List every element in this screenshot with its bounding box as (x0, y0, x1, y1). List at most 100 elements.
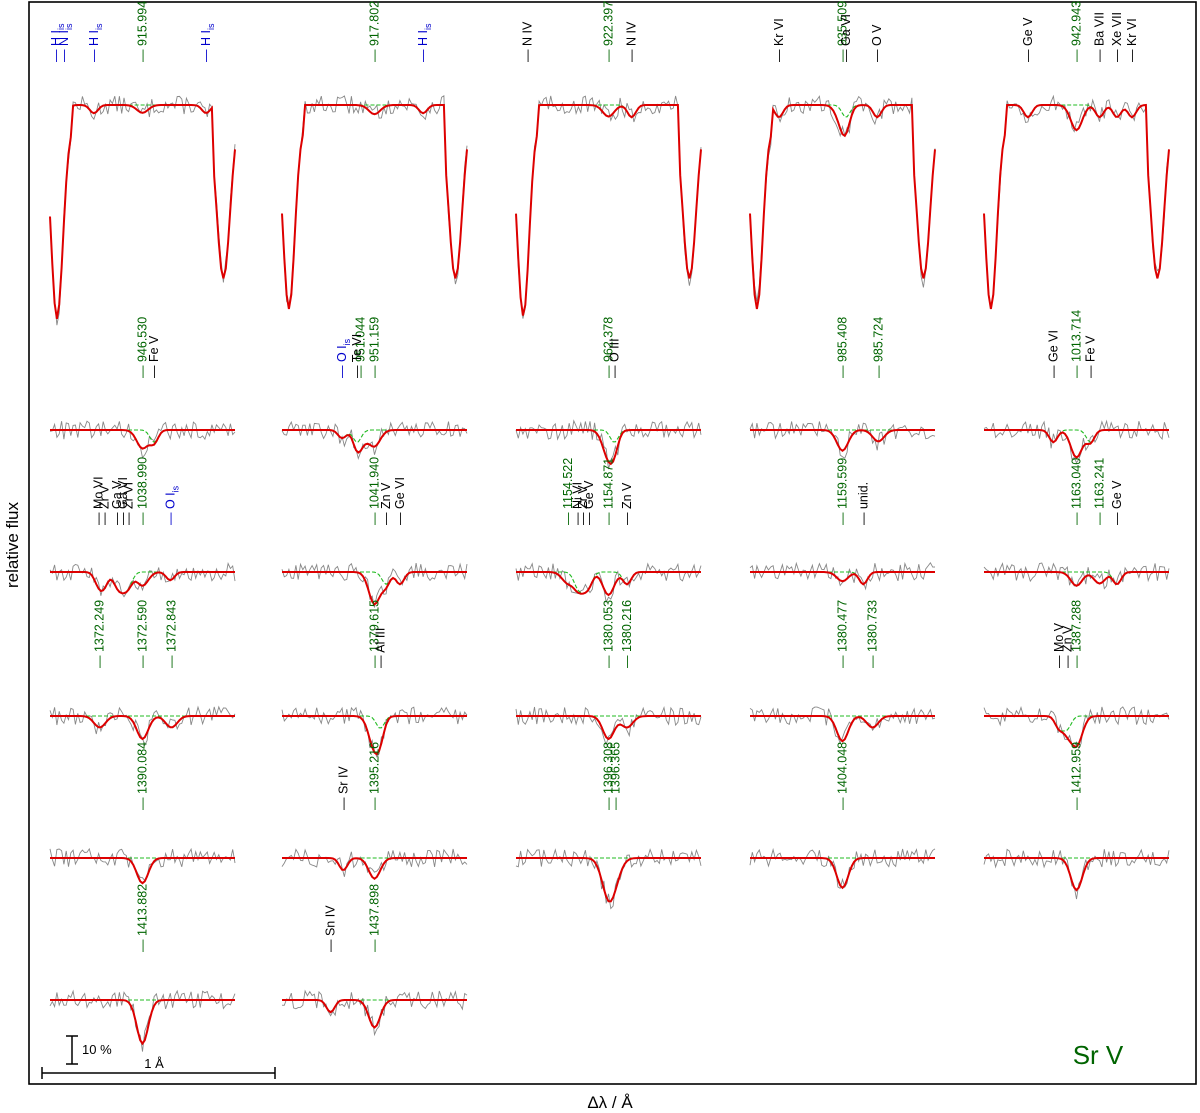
line-id-label: — Ga VI (839, 14, 853, 62)
line-id-label: — Ge V (582, 480, 596, 525)
spectrum-panel: — 1159.599 — unid. (749, 458, 936, 591)
model-spectrum (984, 429, 1169, 459)
scale-bars: 10 % 1 Å (41, 1035, 276, 1079)
spectrum-panel: — 1413.882 (49, 884, 236, 1052)
line-id-label: — Zr V (97, 485, 111, 525)
ion-line-label: — 1154.871 (602, 458, 616, 525)
spectrum-panel: — 1038.990 — Mo VI— Zr V— Ga V— Ga VI— Zr… (49, 457, 236, 598)
y-axis-label: relative flux (3, 502, 22, 588)
line-id-label: — Ge VI (1046, 330, 1060, 378)
observed-spectrum (281, 420, 468, 461)
ion-line-label: — 1379.615 (368, 600, 382, 668)
line-id-label: — O V (870, 24, 884, 62)
model-spectrum (983, 103, 1170, 310)
line-id-label: — Zn V (620, 482, 634, 525)
model-spectrum (281, 104, 468, 310)
model-spectrum (984, 857, 1169, 892)
spectrum-panel: — 935.509 — Kr VI — Ga VI — O V (749, 1, 936, 310)
line-id-label: — Sr IV (336, 766, 350, 810)
spectrum-panel: — 1380.053 — 1380.216 (515, 600, 702, 747)
line-id-label: — N Iis (57, 23, 74, 62)
ion-line-label: — 1380.053 (602, 600, 616, 668)
model-spectrum (282, 857, 467, 880)
model-spectrum (749, 104, 936, 310)
line-id-label: — Mo V (1052, 622, 1066, 668)
ion-line-label: — 1372.843 (164, 600, 178, 668)
line-id-label: — O Iis (163, 485, 180, 525)
spectrum-panel: — 951.044— 951.159 — O Iis— Te VI (281, 317, 468, 461)
ion-line-label: — 1154.522 (561, 458, 575, 525)
ion-line-label: — 935.509 (836, 1, 850, 62)
ion-line-label: — 1413.882 (136, 884, 150, 952)
observed-spectrum (749, 561, 936, 591)
line-id-label: — Te VI (350, 334, 364, 378)
line-id-label: — O III (607, 338, 621, 378)
line-id-label: — Kr VI (1125, 18, 1139, 62)
ion-line-label: — 1372.590 (136, 600, 150, 668)
ion-line-label: — 1159.599 (836, 458, 850, 525)
ion-line-label: — 962.378 (602, 317, 616, 378)
spectrum-panel: — 1412.959 (983, 742, 1170, 900)
ion-line-label: — 922.397 (602, 1, 616, 62)
line-id-label: — Ni VI (570, 482, 584, 525)
ion-line-label: — 1395.216 (368, 742, 382, 810)
ion-line-label: — 985.724 (871, 317, 885, 378)
spectrum-panel: — 1390.084 (49, 742, 236, 885)
observed-spectrum (749, 847, 936, 889)
spectrum-panel: — 1372.249 — 1372.590 — 1372.843 (49, 600, 236, 747)
model-spectrum (515, 104, 702, 316)
model-spectrum (282, 715, 467, 756)
ion-name-label: Sr V (1073, 1040, 1124, 1070)
model-spectrum (984, 571, 1169, 587)
model-without-ion (516, 571, 701, 594)
model-spectrum (50, 429, 235, 450)
ion-line-label: — 946.530 (136, 317, 150, 378)
ion-line-label: — 915.994 (136, 1, 150, 62)
line-id-label: — Zn V (1060, 625, 1074, 668)
spectrum-panel: — 1395.216 — Sr IV (281, 742, 468, 880)
spectrum-panel: — 1387.288 — Mo V— Zn V (983, 600, 1170, 750)
line-id-label: — Al III (373, 628, 387, 668)
ion-line-label: — 1372.249 (93, 600, 107, 668)
model-spectrum (49, 104, 236, 319)
line-id-label: — Ba VII (1093, 12, 1107, 62)
ion-line-label: — 1038.990 (136, 457, 150, 525)
model-without-ion (282, 999, 467, 1013)
observed-spectrum (49, 847, 236, 882)
observed-spectrum (49, 562, 236, 598)
ion-line-label: — 1387.288 (1070, 600, 1084, 668)
ion-line-label: — 1390.084 (136, 742, 150, 810)
spectrum-panel: — 985.408 — 985.724 (749, 317, 936, 459)
observed-spectrum (749, 706, 936, 745)
model-spectrum (750, 571, 935, 586)
ion-line-label: — 951.044 (354, 317, 368, 378)
line-id-label: — Fe V (147, 335, 161, 378)
line-id-label: — Ge VI (393, 477, 407, 525)
line-id-label: — H Iis (87, 23, 104, 62)
line-id-label: — Sn IV (324, 905, 338, 952)
ion-line-label: — 942.943 (1070, 1, 1084, 62)
model-spectrum (750, 857, 935, 890)
flux-scale-label: 10 % (82, 1042, 112, 1057)
observed-spectrum (281, 848, 468, 877)
observed-spectrum (49, 420, 236, 459)
model-spectrum (50, 715, 235, 741)
spectrum-panel: — 1013.714 — Ge VI — Fe V (983, 310, 1170, 464)
line-id-label: — Zr V (576, 485, 590, 525)
model-spectrum (516, 857, 701, 903)
spectrum-panel: — 915.994— H Iis— N Iis— H Iis— H Iis (49, 1, 236, 326)
spectrum-panel: — 1404.048 (749, 742, 936, 890)
model-without-ion (515, 104, 702, 316)
model-spectrum (516, 715, 701, 741)
line-id-label: — N IV (521, 21, 535, 62)
ion-line-label: — 1396.365 (608, 742, 622, 810)
spectrum-panel: — 1379.615— Al III (281, 600, 468, 758)
model-without-ion (749, 104, 936, 310)
observed-spectrum (983, 419, 1170, 464)
ion-line-label: — 985.408 (836, 317, 850, 378)
observed-spectrum (749, 421, 936, 459)
spectrum-panel: — 1154.522 — 1154.871 — Ni VI— Zr V— Ge V —… (515, 458, 702, 604)
model-spectrum (750, 715, 935, 743)
model-without-ion (49, 104, 236, 319)
line-id-label: — O Iis (335, 338, 352, 378)
